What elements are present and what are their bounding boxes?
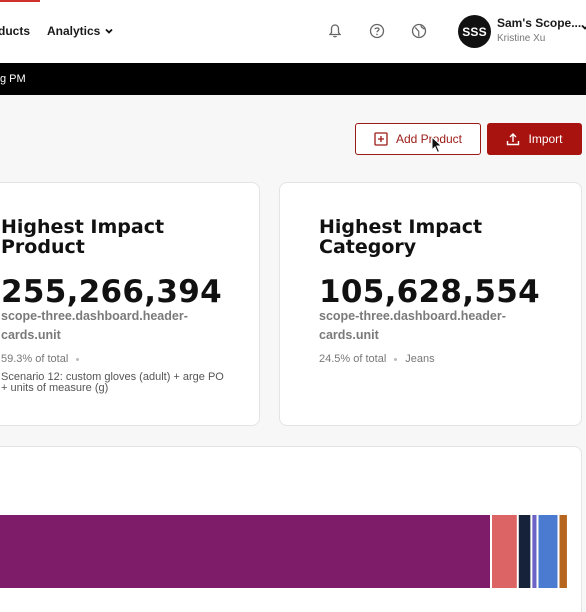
import-button[interactable]: Import: [487, 123, 582, 155]
chevron-down-icon: [105, 28, 113, 34]
add-product-button[interactable]: Add Product: [355, 123, 481, 155]
mouse-cursor-icon: [431, 136, 443, 154]
card-detail: Scenario 12: custom gloves (adult) + arg…: [1, 371, 224, 394]
card-unit: scope-three.dashboard.header-cards.unit: [1, 309, 188, 342]
separator-dot: [394, 357, 398, 361]
bar-segment-5[interactable]: [538, 515, 558, 588]
top-navigation-bar: ducts Analytics SSS Sam's Scope... Krist…: [0, 0, 586, 63]
card-unit: scope-three.dashboard.header-cards.unit: [319, 309, 506, 342]
card-title: Highest Impact Category: [319, 216, 483, 258]
globe-icon[interactable]: [410, 22, 428, 40]
bar-segment-4[interactable]: [532, 515, 537, 588]
user-account-name[interactable]: Sam's Scope...: [497, 16, 582, 30]
card-meta: 59.3% of total: [1, 353, 80, 365]
card-percent: 59.3% of total: [1, 353, 69, 365]
nav-analytics[interactable]: Analytics: [47, 24, 114, 38]
avatar[interactable]: SSS: [458, 15, 491, 48]
bell-icon[interactable]: [326, 22, 344, 40]
upload-icon: [507, 133, 520, 146]
bar-segment-1[interactable]: [0, 515, 490, 588]
help-icon[interactable]: [368, 22, 386, 40]
nav-analytics-label: Analytics: [47, 24, 101, 38]
add-square-icon: [374, 132, 388, 146]
add-product-label: Add Product: [395, 132, 463, 146]
bar-segment-2[interactable]: [492, 515, 517, 588]
highest-impact-category-card: Highest Impact Category 105,628,554 scop…: [279, 182, 582, 426]
notification-banner: g PM: [0, 63, 586, 95]
bar-segment-6[interactable]: [559, 515, 567, 588]
card-meta: 24.5% of total Jeans: [319, 353, 435, 365]
card-percent: 24.5% of total: [319, 353, 387, 365]
user-subtitle: Kristine Xu: [497, 33, 546, 44]
card-title: Highest Impact Product: [1, 216, 165, 258]
card-value: 105,628,554: [319, 274, 540, 310]
banner-text: g PM: [0, 73, 26, 85]
bar-segment-3[interactable]: [518, 515, 531, 588]
separator-dot: [76, 357, 80, 361]
import-label: Import: [528, 132, 563, 146]
card-value: 255,266,394: [1, 274, 222, 310]
impact-stacked-bar-chart: [0, 515, 567, 588]
nav-products[interactable]: ducts: [0, 24, 31, 38]
highest-impact-product-card: Highest Impact Product 255,266,394 scope…: [0, 182, 260, 426]
user-menu-chevron-icon[interactable]: [580, 22, 586, 32]
card-category: Jeans: [405, 353, 435, 365]
active-nav-indicator: [0, 0, 40, 2]
